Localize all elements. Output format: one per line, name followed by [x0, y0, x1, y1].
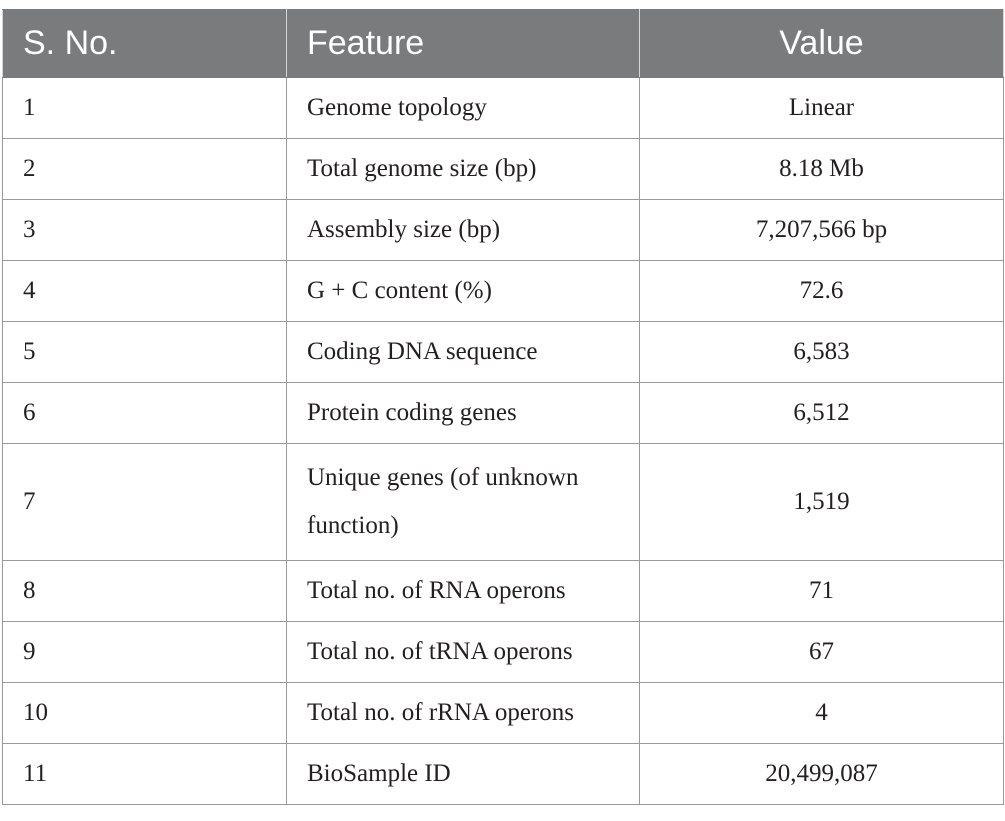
cell-feature: Unique genes (of unknown function) — [286, 443, 640, 561]
cell-s-no: 11 — [2, 743, 287, 805]
cell-value: 71 — [639, 560, 1004, 622]
cell-s-no: 10 — [2, 682, 287, 744]
cell-value: 4 — [639, 682, 1004, 744]
cell-s-no: 7 — [2, 443, 287, 561]
table-row: 1 Genome topology Linear — [2, 77, 1004, 139]
table-header-row: S. No. Feature Value — [2, 9, 1004, 78]
genome-features-table: S. No. Feature Value 1 Genome topology L… — [2, 9, 1004, 805]
header-feature: Feature — [286, 9, 640, 78]
cell-value: 1,519 — [639, 443, 1004, 561]
cell-value: 8.18 Mb — [639, 138, 1004, 200]
cell-value: 72.6 — [639, 260, 1004, 322]
table-row: 5 Coding DNA sequence 6,583 — [2, 321, 1004, 383]
table-row: 2 Total genome size (bp) 8.18 Mb — [2, 138, 1004, 200]
cell-feature: Total no. of rRNA operons — [286, 682, 640, 744]
cell-s-no: 8 — [2, 560, 287, 622]
cell-feature: Total no. of RNA operons — [286, 560, 640, 622]
cell-s-no: 5 — [2, 321, 287, 383]
table-row: 9 Total no. of tRNA operons 67 — [2, 621, 1004, 683]
table-row: 3 Assembly size (bp) 7,207,566 bp — [2, 199, 1004, 261]
cell-feature: Genome topology — [286, 77, 640, 139]
cell-feature: G + C content (%) — [286, 260, 640, 322]
cell-s-no: 2 — [2, 138, 287, 200]
cell-s-no: 1 — [2, 77, 287, 139]
cell-s-no: 4 — [2, 260, 287, 322]
table-row: 10 Total no. of rRNA operons 4 — [2, 682, 1004, 744]
table-row: 6 Protein coding genes 6,512 — [2, 382, 1004, 444]
cell-s-no: 9 — [2, 621, 287, 683]
cell-value: Linear — [639, 77, 1004, 139]
cell-s-no: 6 — [2, 382, 287, 444]
header-value: Value — [639, 9, 1004, 78]
cell-value: 7,207,566 bp — [639, 199, 1004, 261]
cell-feature: Total no. of tRNA operons — [286, 621, 640, 683]
cell-value: 67 — [639, 621, 1004, 683]
cell-feature: Protein coding genes — [286, 382, 640, 444]
cell-s-no: 3 — [2, 199, 287, 261]
cell-feature: Total genome size (bp) — [286, 138, 640, 200]
table-row: 7 Unique genes (of unknown function) 1,5… — [2, 443, 1004, 561]
cell-value: 20,499,087 — [639, 743, 1004, 805]
cell-feature: Coding DNA sequence — [286, 321, 640, 383]
cell-feature: Assembly size (bp) — [286, 199, 640, 261]
table-row: 4 G + C content (%) 72.6 — [2, 260, 1004, 322]
cell-value: 6,583 — [639, 321, 1004, 383]
table-row: 11 BioSample ID 20,499,087 — [2, 743, 1004, 805]
table-row: 8 Total no. of RNA operons 71 — [2, 560, 1004, 622]
header-s-no: S. No. — [2, 9, 287, 78]
cell-feature: BioSample ID — [286, 743, 640, 805]
cell-value: 6,512 — [639, 382, 1004, 444]
